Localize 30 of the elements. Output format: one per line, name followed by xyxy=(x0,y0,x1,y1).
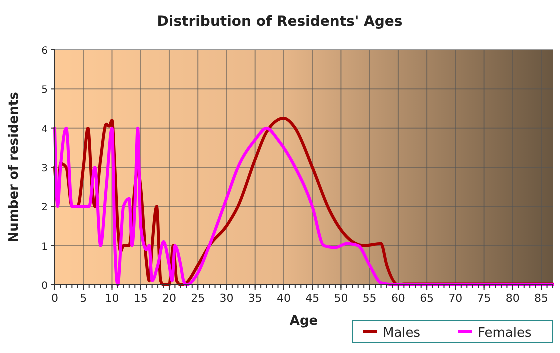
y-tick-label: 6 xyxy=(42,46,48,57)
x-tick-label: 0 xyxy=(52,292,58,305)
x-tick-label: 50 xyxy=(334,292,348,305)
y-tick-label: 5 xyxy=(42,85,48,96)
x-tick-label: 20 xyxy=(162,292,176,305)
legend-label: Males xyxy=(383,326,421,341)
y-tick-label: 0 xyxy=(42,281,48,292)
y-tick-label: 1 xyxy=(42,242,48,253)
x-tick-label: 25 xyxy=(191,292,206,305)
x-tick-label: 10 xyxy=(105,292,120,305)
x-tick-label: 55 xyxy=(362,292,377,305)
x-tick-label: 60 xyxy=(391,292,406,305)
y-tick-label: 2 xyxy=(42,202,48,214)
x-tick-label: 70 xyxy=(448,292,463,305)
y-tick-label: 3 xyxy=(42,164,48,174)
x-tick-label: 80 xyxy=(506,292,520,305)
x-tick-label: 35 xyxy=(248,292,262,305)
x-tick-label: 65 xyxy=(420,292,434,305)
legend-label: Females xyxy=(478,326,532,341)
x-tick-label: 30 xyxy=(220,292,234,305)
y-tick-label: 4 xyxy=(42,124,48,136)
chart-title: Distribution of Residents' Ages xyxy=(157,14,403,30)
x-tick-label: 85 xyxy=(534,292,549,305)
y-axis-title: Number of residents xyxy=(7,92,22,243)
x-tick-label: 75 xyxy=(477,292,492,305)
x-tick-label: 15 xyxy=(134,292,148,305)
x-tick-label: 45 xyxy=(306,292,320,305)
x-axis-title: Age xyxy=(290,314,318,329)
x-tick-label: 5 xyxy=(80,292,88,305)
x-tick-label: 40 xyxy=(276,292,291,305)
